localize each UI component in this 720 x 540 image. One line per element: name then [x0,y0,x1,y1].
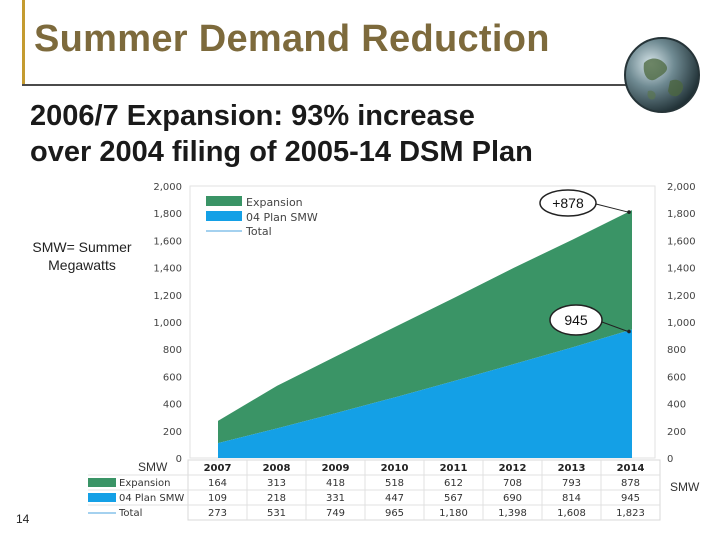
table-row-swatch [88,478,116,487]
annotation-arrow-plan04 [601,321,629,332]
table-cell: 690 [503,493,522,504]
table-row-label: Expansion [119,478,171,489]
y-tick-label-right: 2,000 [667,182,696,193]
table-cell: 612 [444,478,463,489]
y-tick-label-left: 600 [163,372,182,383]
x-axis-label: 2008 [263,463,291,474]
expansion-area [218,210,632,444]
x-axis-label: 2010 [381,463,409,474]
page-number: 14 [16,512,30,526]
x-axis-label: 2013 [558,463,586,474]
table-cell: 273 [208,508,227,519]
x-axis-label: 2011 [440,463,468,474]
table-cell: 567 [444,493,463,504]
y-tick-label-left: 400 [163,400,182,411]
y-tick-label-right: 1,400 [667,264,696,275]
table-cell: 313 [267,478,286,489]
y-tick-label-right: 1,200 [667,291,696,302]
globe-icon [624,37,700,113]
legend-label-total: Total [245,225,272,238]
plan04-area [218,329,632,458]
table-cell: 109 [208,493,227,504]
smw-definition-note: SMW= Summer Megawatts [22,238,142,274]
unit-label-left: SMW [138,460,168,474]
table-cell: 793 [562,478,581,489]
legend-label-expansion: Expansion [246,196,303,209]
table-cell: 218 [267,493,286,504]
table-cell: 518 [385,478,404,489]
table-cell: 749 [326,508,345,519]
y-tick-label-right: 400 [667,400,686,411]
annotation-arrowhead-expansion [627,210,631,214]
y-tick-label-right: 200 [667,427,686,438]
annotation-bubble-plan04 [549,304,603,336]
y-tick-label-right: 600 [667,372,686,383]
y-tick-label-left: 1,400 [153,264,182,275]
table-row-swatch [88,493,116,502]
table-cell: 965 [385,508,404,519]
legend-swatch-plan04 [206,211,242,221]
y-tick-label-left: 1,800 [153,209,182,220]
y-tick-label-left: 800 [163,345,182,356]
table-cell: 418 [326,478,345,489]
annotation-bubble-expansion [539,189,597,217]
table-cell: 945 [621,493,640,504]
table-cell: 164 [208,478,227,489]
x-axis-label: 2012 [499,463,527,474]
slide-subtitle: 2006/7 Expansion: 93% increase over 2004… [30,98,533,170]
y-tick-label-left: 0 [176,454,182,465]
table-cell: 1,608 [557,508,586,519]
annotation-plan04: 945 [564,312,588,328]
table-row-label: 04 Plan SMW [119,493,184,504]
y-tick-label-right: 800 [667,345,686,356]
table-cell: 331 [326,493,345,504]
table-cell: 531 [267,508,286,519]
table-row-label: Total [118,508,142,519]
unit-label-right: SMW [670,480,700,494]
y-tick-label-left: 1,000 [153,318,182,329]
y-tick-label-left: 1,600 [153,236,182,247]
table-cell: 708 [503,478,522,489]
table-cell: 1,398 [498,508,527,519]
table-cell: 1,823 [616,508,645,519]
table-cell: 878 [621,478,640,489]
title-rule [22,84,662,86]
x-axis-label: 2009 [322,463,350,474]
y-tick-label-right: 0 [667,454,673,465]
annotation-arrow-expansion [595,203,629,213]
legend-label-plan04: 04 Plan SMW [246,211,318,224]
y-tick-label-right: 1,600 [667,236,696,247]
legend-swatch-expansion [206,196,242,206]
accent-bar [22,0,25,86]
y-tick-label-left: 2,000 [153,182,182,193]
annotation-expansion: +878 [552,195,584,211]
smw-note-line-2: Megawatts [48,257,116,273]
table-cell: 447 [385,493,404,504]
y-tick-label-left: 200 [163,427,182,438]
y-tick-label-right: 1,000 [667,318,696,329]
table-cell: 814 [562,493,581,504]
annotation-arrowhead-plan04 [627,329,631,334]
x-axis-label: 2014 [617,463,645,474]
smw-note-line-1: SMW= Summer [32,239,132,255]
table-cell: 1,180 [439,508,468,519]
x-axis-label: 2007 [204,463,232,474]
y-tick-label-left: 1,200 [153,291,182,302]
y-tick-label-right: 1,800 [667,209,696,220]
subtitle-line-1: 2006/7 Expansion: 93% increase [30,100,475,132]
subtitle-line-2: over 2004 filing of 2005-14 DSM Plan [30,136,533,168]
slide-title: Summer Demand Reduction [34,18,550,60]
